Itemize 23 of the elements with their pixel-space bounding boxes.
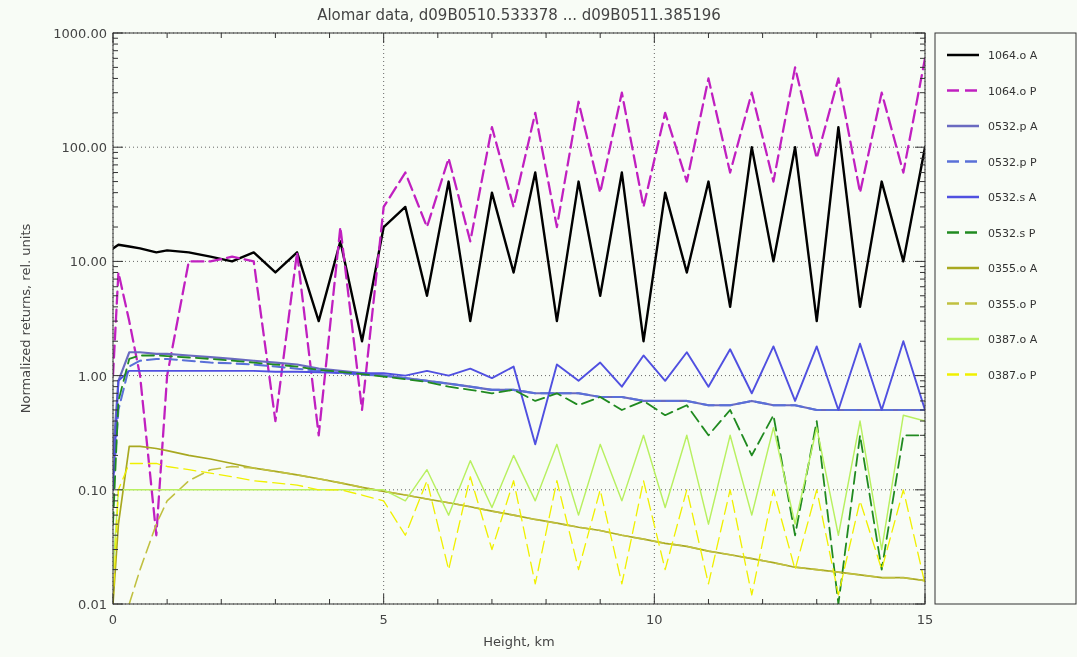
- y-tick-label: 1000.00: [53, 26, 107, 41]
- legend-label: 0387.o P: [988, 368, 1037, 382]
- legend-label: 0532.s A: [988, 191, 1037, 204]
- y-tick-label: 1.00: [78, 368, 107, 384]
- y-tick-label: 0.10: [78, 482, 107, 498]
- legend-label: 0532.p P: [988, 155, 1037, 169]
- y-tick-label: 10.00: [69, 254, 107, 270]
- chart-title: Alomar data, d09B0510.533378 ... d09B0511.385196: [317, 6, 721, 24]
- x-tick-label: 10: [646, 612, 663, 627]
- legend-label: 1064.o P: [988, 84, 1037, 98]
- y-tick-label: 0.01: [78, 597, 107, 612]
- x-tick-label: 15: [916, 612, 934, 627]
- x-axis-title: Height, km: [483, 634, 555, 649]
- legend-label: 0532.s P: [988, 226, 1036, 240]
- legend-label: 0355.o P: [988, 297, 1037, 311]
- x-tick-label: 0: [108, 612, 118, 627]
- legend-label: 0387.o A: [988, 333, 1038, 346]
- legend-label: 0355.o A: [988, 262, 1038, 275]
- legend-label: 1064.o A: [988, 49, 1038, 62]
- y-tick-label: 100.00: [61, 140, 107, 156]
- legend-label: 0532.p A: [988, 120, 1038, 133]
- x-tick-label: 5: [379, 612, 388, 627]
- y-axis-title: Normalized returns, rel. units: [18, 223, 33, 414]
